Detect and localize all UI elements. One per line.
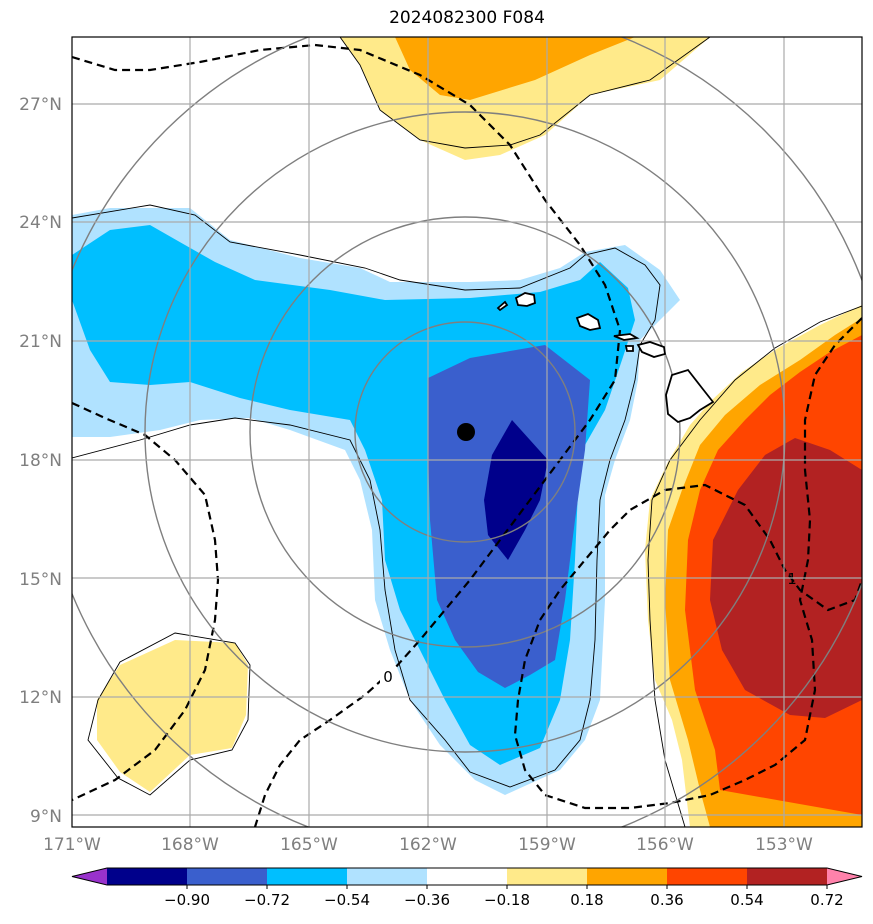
longitude-axis: 171°W 168°W 165°W 162°W 159°W 156°W 153°… [43, 835, 813, 855]
shade-negative-core [484, 420, 548, 560]
outline-southeast [647, 305, 862, 827]
colorbar-segment [507, 868, 588, 885]
colorbar-segment [347, 868, 428, 885]
lon-tick-label: 165°W [280, 835, 338, 855]
colorbar-tick-label: 0.54 [730, 891, 763, 909]
lon-tick-label: 168°W [161, 835, 219, 855]
colorbar-outline [71, 867, 863, 886]
colorbar-tick-label: 0.72 [810, 891, 843, 909]
colorbar-segment [747, 868, 828, 885]
lon-tick-label: 153°W [755, 835, 813, 855]
plot-frame [71, 36, 863, 828]
lon-tick-label: 162°W [399, 835, 457, 855]
colorbar-segment [187, 868, 268, 885]
colorbar-tick-label: −0.72 [244, 891, 290, 909]
colorbar-tick-label: −0.18 [484, 891, 530, 909]
dashed-contour-north-arc [72, 43, 622, 827]
lat-tick-label: 15°N [19, 570, 62, 590]
hawaiian-islands [496, 292, 715, 424]
colorbar-segment [587, 868, 668, 885]
island-niihau [496, 300, 509, 312]
lon-tick-label: 159°W [518, 835, 576, 855]
colorbar-tick-label: −0.36 [404, 891, 450, 909]
colorbar-tick-label: 0.36 [650, 891, 683, 909]
range-rings [72, 37, 862, 827]
island-oahu [575, 313, 602, 331]
shade-positive-southwest [97, 640, 248, 792]
contour-labels: 0 1 [380, 570, 797, 686]
lat-tick-label: 12°N [19, 688, 62, 708]
contour-label-zero: 0 [383, 668, 393, 686]
colorbar-segment [667, 868, 748, 885]
colorbar-tick-label: 0.18 [570, 891, 603, 909]
shade-positive-north-orange [395, 37, 635, 100]
lon-tick-label: 171°W [43, 835, 101, 855]
dashed-contour-east [513, 317, 862, 810]
colorbar-extend-high [827, 868, 862, 885]
colorbar-extend-low [72, 868, 107, 885]
storm-center-marker [457, 423, 475, 441]
colorbar: −0.90 −0.72 −0.54 −0.36 −0.18 0.18 0.36 0.54 0.7… [71, 867, 863, 909]
latitude-axis: 9°N 12°N 15°N 18°N 21°N 24°N 27°N [19, 95, 62, 827]
graticule [72, 37, 862, 827]
island-molokai [613, 333, 640, 341]
lat-tick-label: 18°N [19, 451, 62, 471]
lat-tick-label: 21°N [19, 332, 62, 352]
outline-contours [72, 37, 862, 827]
island-kauai [514, 292, 536, 307]
outline-southwest [87, 632, 251, 796]
range-ring-2 [249, 216, 681, 648]
map-plot-area: 0 1 [72, 37, 862, 827]
colorbar-segment [107, 868, 188, 885]
map-title: 2024082300 F084 [389, 8, 545, 28]
lat-tick-label: 27°N [19, 95, 62, 115]
colorbar-segment [267, 868, 348, 885]
island-lanai [624, 345, 634, 352]
outline-central [72, 204, 661, 788]
lon-tick-label: 156°W [636, 835, 694, 855]
range-ring-3 [144, 111, 786, 753]
colorbar-tick-label: −0.90 [164, 891, 210, 909]
island-maui [636, 341, 667, 358]
lat-tick-label: 24°N [19, 213, 62, 233]
outline-north [339, 37, 711, 149]
colorbar-segment [427, 868, 508, 885]
island-big-island [665, 368, 715, 424]
lat-tick-label: 9°N [30, 807, 62, 827]
contour-label-one: 1 [787, 570, 797, 588]
range-ring-1 [354, 321, 576, 543]
colorbar-tick-label: −0.54 [324, 891, 370, 909]
